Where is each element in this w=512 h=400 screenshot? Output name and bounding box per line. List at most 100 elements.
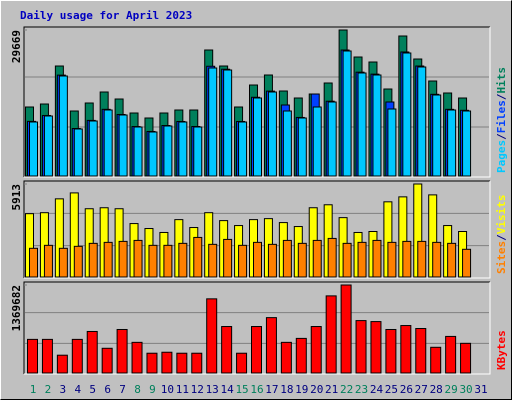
x-tick-label: 29	[445, 383, 458, 396]
legend-entry: KBytes	[495, 330, 508, 370]
x-tick-label: 28	[430, 383, 443, 396]
bar	[445, 335, 457, 374]
bar	[342, 242, 352, 278]
x-tick-label: 11	[176, 383, 189, 396]
bar	[340, 284, 352, 374]
bar	[447, 109, 457, 177]
bar	[402, 52, 412, 177]
bar	[312, 106, 322, 177]
x-tick-label: 15	[235, 383, 248, 396]
bar	[43, 244, 53, 278]
legend-entry: Hits	[495, 67, 508, 94]
bar	[86, 330, 98, 374]
x-tick-label: 24	[370, 383, 384, 396]
bar	[88, 242, 98, 278]
bar	[29, 247, 38, 278]
bar	[312, 239, 322, 278]
bar	[146, 352, 158, 374]
bar	[221, 326, 233, 374]
panel-edge-dark	[23, 180, 490, 278]
bar	[460, 342, 472, 374]
legend-entry: Sites	[495, 241, 508, 274]
x-tick-label: 8	[134, 383, 141, 396]
bar	[238, 121, 248, 177]
bar	[327, 237, 337, 278]
bar	[176, 352, 188, 374]
bar	[41, 338, 53, 374]
y-tick-label: 29669	[10, 30, 23, 63]
x-tick-label: 2	[45, 383, 52, 396]
chart-title: Daily usage for April 2023	[20, 9, 192, 22]
bar	[310, 326, 322, 374]
bar	[88, 120, 98, 177]
bar	[193, 126, 203, 177]
bar	[27, 338, 38, 374]
bar	[447, 242, 457, 278]
bar	[161, 351, 173, 374]
bar	[133, 239, 143, 278]
legend-separator: /	[495, 234, 508, 241]
bar	[206, 298, 218, 374]
panel-edge-light	[24, 181, 491, 279]
x-tick-label: 7	[119, 383, 126, 396]
bar	[387, 108, 397, 177]
x-tick-label: 13	[206, 383, 219, 396]
bar	[71, 338, 83, 374]
bar	[148, 244, 158, 278]
bar	[415, 328, 427, 374]
y-tick-label: 1369682	[10, 285, 23, 331]
bar	[208, 67, 218, 177]
bar	[236, 352, 248, 374]
bar	[282, 239, 292, 278]
x-tick-label: 22	[340, 383, 353, 396]
bar	[43, 115, 53, 177]
bar	[133, 126, 143, 177]
x-tick-label: 4	[74, 383, 81, 396]
x-tick-label: 18	[280, 383, 293, 396]
bar	[325, 295, 337, 374]
x-tick-label: 9	[149, 383, 156, 396]
legend: Sites/Visits	[495, 195, 508, 275]
x-tick-label: 12	[191, 383, 204, 396]
bar	[430, 346, 442, 374]
x-tick-label: 6	[104, 383, 111, 396]
x-tick-label: 21	[325, 383, 338, 396]
panel-edge-light	[24, 282, 491, 375]
bar	[372, 239, 382, 278]
y-tick-label: 5913	[10, 184, 23, 211]
bar	[253, 97, 262, 177]
bar	[387, 241, 397, 278]
panel-edge-light	[24, 27, 491, 178]
x-tick-label: 16	[250, 383, 263, 396]
legend-entry: Visits	[495, 195, 508, 235]
bar	[402, 240, 412, 278]
x-tick-label: 30	[459, 383, 472, 396]
bar	[417, 240, 427, 278]
x-tick-label: 14	[221, 383, 235, 396]
bar	[223, 238, 233, 278]
bar	[462, 110, 472, 177]
bar	[385, 328, 397, 374]
legend: Pages/Files/Hits	[495, 67, 508, 173]
legend-separator: /	[495, 93, 508, 100]
bar	[342, 50, 352, 177]
bar	[265, 317, 277, 374]
x-tick-label: 20	[310, 383, 323, 396]
bar	[357, 241, 367, 278]
panel-edge-dark	[23, 281, 490, 374]
bar	[223, 69, 233, 177]
bar	[118, 240, 128, 278]
x-tick-label: 25	[385, 383, 398, 396]
bar	[163, 125, 173, 177]
x-tick-label: 19	[295, 383, 308, 396]
bar	[116, 328, 128, 374]
legend-separator: /	[495, 133, 508, 140]
x-tick-label: 10	[161, 383, 174, 396]
bar	[462, 248, 472, 278]
bar	[29, 121, 38, 177]
bar	[178, 121, 188, 177]
x-tick-label: 3	[60, 383, 67, 396]
x-tick-label: 5	[89, 383, 96, 396]
bar	[267, 91, 277, 177]
legend-entry: Files	[495, 100, 508, 133]
